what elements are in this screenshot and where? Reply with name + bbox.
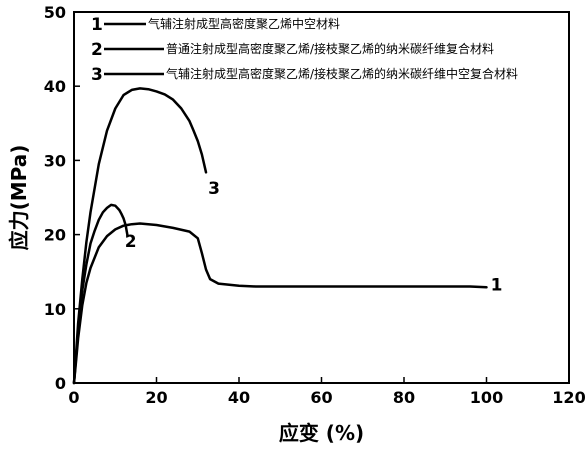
y-axis-label: 应力(MPa) [7, 145, 31, 251]
series-line-3 [72, 87, 208, 385]
curve-label-2: 2 [125, 232, 137, 252]
legend-number-3: 3 [91, 65, 103, 85]
y-tick-label: 10 [44, 300, 66, 319]
x-tick-label: 40 [228, 388, 250, 407]
legend-entry-1: 气辅注射成型高密度聚乙烯中空材料 [148, 16, 340, 31]
x-axis-label: 应变 (%) [279, 421, 364, 445]
curve-labels: 1 2 3 [125, 179, 503, 295]
y-tick-label: 50 [44, 3, 66, 22]
x-tick-label: 100 [470, 388, 503, 407]
x-tick-label: 80 [393, 388, 415, 407]
y-tick-label: 30 [44, 151, 66, 170]
legend-number-1: 1 [91, 15, 103, 35]
series-line-1 [72, 222, 488, 385]
legend-number-2: 2 [91, 40, 103, 60]
legend-entry-3: 气辅注射成型高密度聚乙烯/接枝聚乙烯的纳米碳纤维中空复合材料 [166, 66, 518, 81]
x-tick-label: 20 [145, 388, 167, 407]
legend: 1 气辅注射成型高密度聚乙烯中空材料 2 普通注射成型高密度聚乙烯/接枝聚乙烯的纳米碳… [91, 15, 518, 85]
x-tick-label: 0 [68, 388, 79, 407]
curve-label-3: 3 [208, 179, 220, 199]
x-tick-label: 60 [310, 388, 332, 407]
y-tick-label: 0 [55, 374, 66, 393]
x-tick-label: 120 [552, 388, 585, 407]
y-tick-label: 40 [44, 77, 66, 96]
curve-label-1: 1 [491, 275, 503, 295]
curves-layer [72, 87, 488, 385]
legend-entry-2: 普通注射成型高密度聚乙烯/接枝聚乙烯的纳米碳纤维复合材料 [166, 41, 494, 56]
y-tick-label: 20 [44, 226, 66, 245]
ticks-layer: 0 20 40 60 80 100 120 0 10 20 30 40 50 [44, 3, 586, 407]
